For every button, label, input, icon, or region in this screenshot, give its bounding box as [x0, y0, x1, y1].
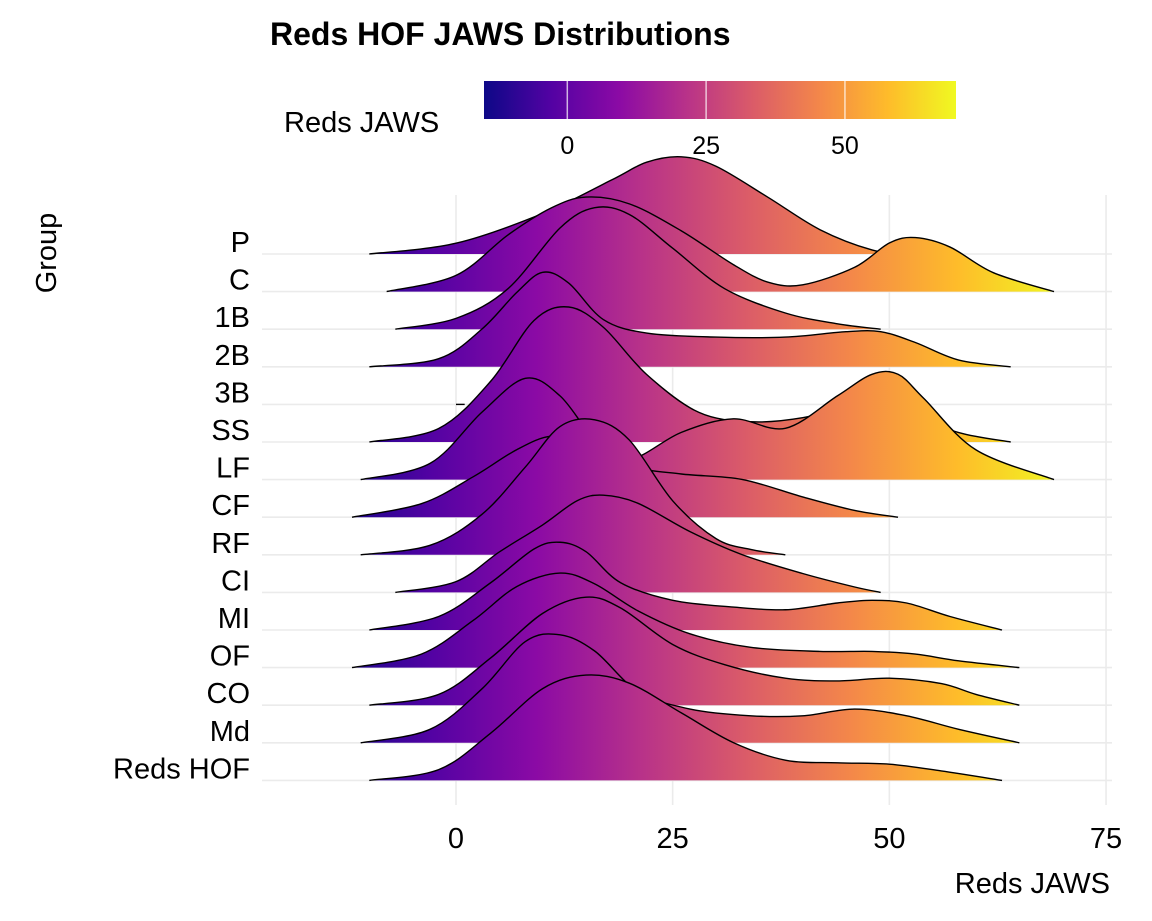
ridge-outline [369, 271, 1011, 368]
ridge-reds-hof [369, 674, 1003, 782]
ridges [351, 155, 1055, 782]
legend: Reds JAWS 0 25 50 [284, 81, 956, 160]
ridge-outline [395, 206, 881, 330]
ridge-outline [360, 370, 1055, 481]
y-tick-label: 3B [215, 377, 250, 409]
ridge-rf [360, 418, 786, 556]
ridge-p [369, 155, 907, 255]
ridge-fill [369, 674, 1003, 781]
x-axis-title: Reds JAWS [955, 868, 1110, 900]
x-tick-label: 75 [1090, 823, 1122, 855]
x-tick-label: 0 [448, 823, 464, 855]
legend-tick-label: 50 [831, 132, 859, 160]
legend-tick-label: 25 [692, 132, 720, 160]
y-axis-title: Group [31, 213, 63, 294]
ridge-outline [369, 541, 1003, 631]
ridge-outline [369, 155, 907, 255]
y-tick-label: CO [207, 678, 251, 710]
y-axis-labels: PC 1B 2B 3B SS LF CF RF CI MI OF CO Md Reds HOF [113, 227, 250, 785]
x-axis-labels: 0 25 50 75 [448, 823, 1122, 855]
y-tick-label: C [229, 265, 250, 297]
ridge-outline [369, 674, 1003, 782]
ridge-outline [395, 494, 881, 594]
ridge-outline [360, 418, 786, 556]
y-tick-label: RF [211, 528, 250, 560]
ridge-outline [351, 572, 1020, 669]
y-tick-label: Reds HOF [113, 753, 250, 785]
y-tick-label: OF [210, 641, 250, 673]
y-tick-label: CI [221, 565, 250, 597]
y-tick-label: 1B [215, 302, 250, 334]
ridge-fill [369, 156, 907, 254]
y-tick-label: LF [216, 453, 250, 485]
y-tick-label: P [231, 227, 250, 259]
y-tick-label: SS [211, 415, 250, 447]
x-tick-label: 25 [657, 823, 689, 855]
x-tick-label: 50 [873, 823, 905, 855]
ridge-outline [386, 196, 1055, 293]
legend-ticks: 0 25 50 [560, 81, 859, 160]
y-tick-label: Md [210, 716, 250, 748]
legend-title: Reds JAWS [284, 107, 439, 139]
legend-colorbar [484, 81, 956, 119]
ridge-outline [369, 596, 1020, 706]
ridge-fill [360, 418, 786, 555]
chart-title: Reds HOF JAWS Distributions [270, 16, 730, 52]
legend-tick-label: 0 [560, 132, 574, 160]
y-tick-label: MI [218, 603, 250, 635]
y-tick-label: 2B [215, 340, 250, 372]
y-tick-label: CF [211, 490, 250, 522]
